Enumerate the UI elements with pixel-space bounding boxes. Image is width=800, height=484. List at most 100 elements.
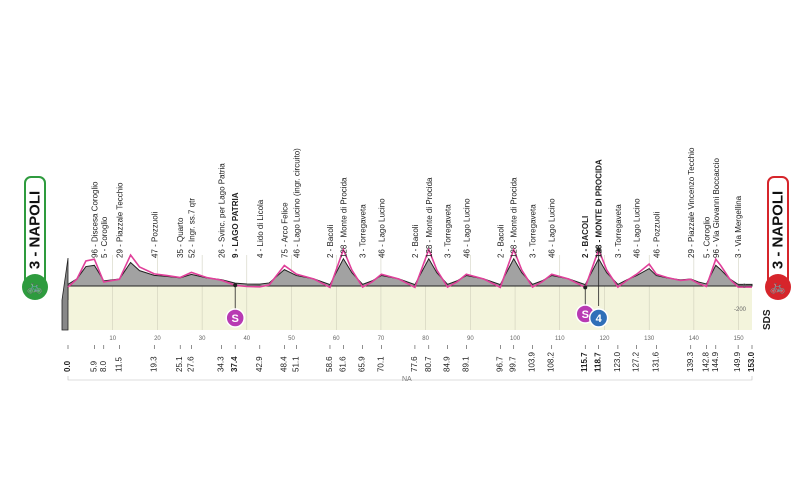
relief-side [61, 257, 69, 331]
waypoint-km: 42.9 [255, 356, 264, 372]
start-label: 3 - NAPOLI [26, 190, 44, 270]
kom-marker [588, 308, 609, 328]
sprint-marker [225, 308, 245, 328]
waypoint-name: 128 - Monte di Procida [339, 177, 348, 258]
ground-band [62, 286, 752, 330]
waypoint-km: 118.7 [594, 352, 603, 372]
gpm-dot [583, 285, 588, 290]
km-tick: 70 [378, 336, 385, 342]
finish-label: 3 - NAPOLI [769, 190, 787, 270]
waypoint-name: 52 - Ingr. ss.7 qtr [187, 198, 196, 258]
waypoint-km: 108.2 [547, 351, 556, 372]
waypoint-name: 26 - Svinc. per Lago Patria [217, 163, 226, 258]
waypoint-name: 3 - Torregaveta [444, 204, 453, 258]
waypoint-km: 77.6 [410, 356, 419, 372]
waypoint-name: 35 - Quarto [176, 217, 185, 258]
waypoint-km: 149.9 [733, 351, 742, 372]
waypoint-name: 29 - Piazzale Tecchio [115, 182, 124, 258]
waypoint-km: 37.4 [230, 356, 239, 372]
km-tick: 100 [510, 336, 521, 342]
waypoint-name: 128 - Monte di Procida [425, 177, 434, 258]
waypoint-name: 46 - Lago Lucino [377, 198, 386, 258]
waypoint-km: 58.6 [325, 356, 334, 372]
km-tick: 10 [109, 336, 116, 342]
waypoint-km: 84.9 [443, 356, 452, 372]
gpm-marker-text: S [582, 309, 589, 321]
waypoint-km: 70.1 [376, 356, 385, 372]
waypoint-km: 34.3 [216, 356, 225, 372]
km-tick: 110 [555, 336, 565, 342]
waypoint-name: 46 - Lago Lucino [633, 198, 642, 258]
waypoint-name: 4 - Lido di Licola [256, 199, 265, 258]
waypoint-name: 2 - Bacoli [411, 224, 420, 258]
scale-label: -200 [734, 307, 747, 313]
waypoint-km: 127.2 [632, 351, 641, 372]
waypoint-name: 128 - Monte di Procida [510, 177, 519, 258]
waypoint-name: 5 - Coroglio [702, 216, 711, 258]
waypoint-km: 80.7 [424, 356, 433, 372]
waypoint-km: 0.0 [63, 360, 72, 372]
start-badge: 3 - NAPOLI 🚲 [22, 176, 48, 300]
waypoint-km: 144.9 [711, 351, 720, 372]
waypoint-name: 96 - Discesa Coroglio [90, 181, 99, 258]
finish-badge: 3 - NAPOLI 🚲 [765, 176, 791, 300]
waypoint-km: 27.6 [186, 356, 195, 372]
waypoint-km: 99.7 [509, 356, 518, 372]
km-tick: 60 [333, 336, 340, 342]
waypoint-km: 11.5 [114, 356, 123, 372]
waypoint-name: 2 - Bacoli [326, 224, 335, 258]
waypoint-name: 46 - Lago Lucino [548, 198, 557, 258]
waypoint-name: 46 - Pozzuoli [652, 212, 661, 258]
sds-logo: SDS [762, 309, 773, 330]
waypoint-km: 89.1 [461, 356, 470, 372]
km-tick: 120 [599, 336, 610, 342]
km-tick: 50 [288, 336, 295, 342]
sprint-marker-text: S [232, 313, 239, 325]
bike-icon: 🚲 [22, 274, 48, 300]
route-line [67, 247, 752, 289]
km-tick: 40 [243, 336, 250, 342]
km-tick: 150 [734, 336, 745, 342]
waypoint-name: 75 - Arco Felice [280, 202, 289, 258]
km-tick: 90 [467, 336, 474, 342]
waypoint-km: 8.0 [99, 360, 108, 372]
waypoint-name: 96 - Via Giovanni Boccaccio [712, 158, 721, 258]
waypoint-name: 128 - MONTE DI PROCIDA [595, 159, 604, 258]
waypoint-name: 3 - Torregaveta [528, 204, 537, 258]
waypoint-name: 46 - Lago Lucino [462, 198, 471, 258]
km-tick: 130 [644, 336, 655, 342]
waypoint-km: 19.3 [149, 356, 158, 372]
kom-dot [596, 247, 601, 252]
waypoint-name: 46 - Lago Lucino (ingr. circuito) [292, 148, 301, 258]
na-label: NA [402, 376, 412, 383]
waypoint-name: 3 - Torregaveta [614, 204, 623, 258]
waypoint-km: 153.0 [747, 351, 756, 372]
kom-marker-text: 4 [596, 313, 603, 325]
waypoint-km: 115.7 [580, 352, 589, 372]
waypoint-km: 103.9 [527, 351, 536, 372]
km-tick: 140 [689, 336, 700, 342]
na-bracket [67, 376, 753, 381]
waypoint-km: 123.0 [613, 351, 622, 372]
waypoint-km: 131.6 [651, 351, 660, 372]
scale-label: 0 [743, 284, 747, 290]
waypoint-name: 2 - Bacoli [496, 224, 505, 258]
waypoint-name: 5 - Coroglio [100, 216, 109, 258]
km-tick: 80 [422, 336, 429, 342]
waypoint-km: 142.8 [701, 351, 710, 372]
waypoint-name: 2 - BACOLI [581, 216, 590, 258]
waypoint-km: 5.9 [89, 360, 98, 372]
waypoint-name: 29 - Piazzale Vincenzo Tecchio [687, 147, 696, 258]
bike-icon: 🚲 [765, 274, 791, 300]
sprint-dot [233, 283, 238, 288]
km-tick: 30 [199, 336, 206, 342]
waypoint-name: 47 - Pozzuoli [150, 212, 159, 258]
waypoint-name: 3 - Via Mergellina [734, 195, 743, 258]
km-tick: 20 [154, 336, 161, 342]
waypoint-km: 51.1 [291, 356, 300, 372]
waypoint-km: 96.7 [495, 356, 504, 372]
waypoint-km: 61.6 [338, 356, 347, 372]
waypoint-km: 48.4 [279, 356, 288, 372]
